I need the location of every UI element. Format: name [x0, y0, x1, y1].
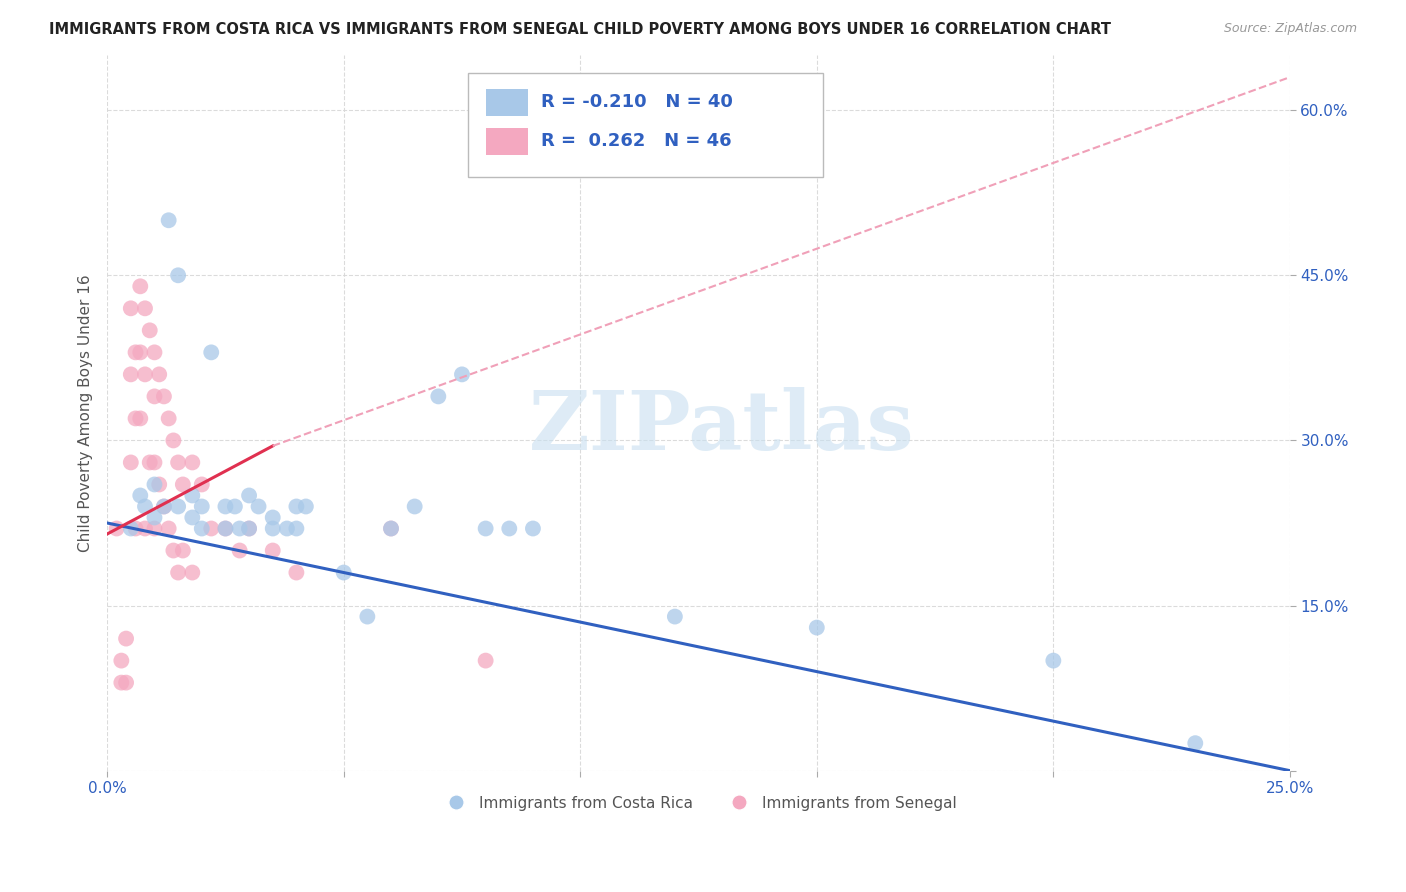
Point — [129, 488, 152, 502]
Point — [167, 455, 190, 469]
Text: Source: ZipAtlas.com: Source: ZipAtlas.com — [1223, 22, 1357, 36]
Point — [148, 477, 170, 491]
Point — [120, 301, 142, 316]
Point — [153, 500, 176, 514]
Point — [134, 521, 156, 535]
Point — [664, 609, 686, 624]
Point — [285, 500, 308, 514]
Point — [110, 675, 132, 690]
Point — [143, 477, 166, 491]
Point — [120, 521, 142, 535]
Point — [167, 500, 190, 514]
Bar — [485, 89, 529, 116]
Point — [162, 434, 184, 448]
Point — [120, 455, 142, 469]
Point — [380, 521, 402, 535]
Point — [224, 500, 246, 514]
Point — [262, 510, 284, 524]
Point — [172, 543, 194, 558]
Point — [474, 654, 496, 668]
Point — [143, 510, 166, 524]
Point — [1042, 654, 1064, 668]
Legend: Immigrants from Costa Rica, Immigrants from Senegal: Immigrants from Costa Rica, Immigrants f… — [434, 789, 963, 817]
Point — [143, 345, 166, 359]
Point — [276, 521, 298, 535]
Point — [181, 455, 204, 469]
Y-axis label: Child Poverty Among Boys Under 16: Child Poverty Among Boys Under 16 — [79, 274, 93, 552]
Point — [238, 488, 260, 502]
Point — [138, 455, 160, 469]
Point — [181, 488, 204, 502]
Point — [262, 543, 284, 558]
Point — [181, 566, 204, 580]
Point — [138, 323, 160, 337]
Point — [129, 279, 152, 293]
Point — [806, 621, 828, 635]
Point — [124, 521, 146, 535]
Point — [172, 477, 194, 491]
Point — [129, 411, 152, 425]
Point — [134, 301, 156, 316]
Point — [522, 521, 544, 535]
Point — [238, 521, 260, 535]
Point — [1184, 736, 1206, 750]
Text: R =  0.262   N = 46: R = 0.262 N = 46 — [541, 132, 733, 150]
Point — [228, 521, 250, 535]
Point — [332, 566, 354, 580]
Point — [262, 521, 284, 535]
Point — [214, 521, 236, 535]
Point — [167, 268, 190, 283]
Point — [115, 675, 138, 690]
Point — [148, 368, 170, 382]
Point — [191, 477, 214, 491]
Point — [153, 500, 176, 514]
Point — [157, 213, 180, 227]
Point — [115, 632, 138, 646]
Point — [191, 521, 214, 535]
Text: ZIPatlas: ZIPatlas — [530, 387, 915, 467]
Point — [162, 543, 184, 558]
Point — [129, 345, 152, 359]
Point — [498, 521, 520, 535]
Point — [214, 500, 236, 514]
Text: R = -0.210   N = 40: R = -0.210 N = 40 — [541, 93, 733, 111]
Point — [124, 345, 146, 359]
Point — [380, 521, 402, 535]
Point — [157, 411, 180, 425]
Point — [143, 389, 166, 403]
Point — [200, 521, 222, 535]
Point — [451, 368, 474, 382]
Point — [124, 411, 146, 425]
Point — [356, 609, 378, 624]
Point — [110, 654, 132, 668]
Point — [200, 345, 222, 359]
Point — [214, 521, 236, 535]
Point — [181, 510, 204, 524]
Point — [143, 455, 166, 469]
Point — [228, 543, 250, 558]
FancyBboxPatch shape — [468, 73, 823, 177]
Point — [191, 500, 214, 514]
Point — [404, 500, 426, 514]
Point — [427, 389, 450, 403]
Point — [134, 368, 156, 382]
Point — [295, 500, 318, 514]
Point — [120, 368, 142, 382]
Point — [105, 521, 128, 535]
Point — [167, 566, 190, 580]
Point — [285, 566, 308, 580]
Point — [153, 389, 176, 403]
Point — [238, 521, 260, 535]
Point — [134, 500, 156, 514]
Point — [285, 521, 308, 535]
Bar — [485, 128, 529, 155]
Point — [157, 521, 180, 535]
Point — [474, 521, 496, 535]
Point — [143, 521, 166, 535]
Point — [247, 500, 270, 514]
Text: IMMIGRANTS FROM COSTA RICA VS IMMIGRANTS FROM SENEGAL CHILD POVERTY AMONG BOYS U: IMMIGRANTS FROM COSTA RICA VS IMMIGRANTS… — [49, 22, 1111, 37]
